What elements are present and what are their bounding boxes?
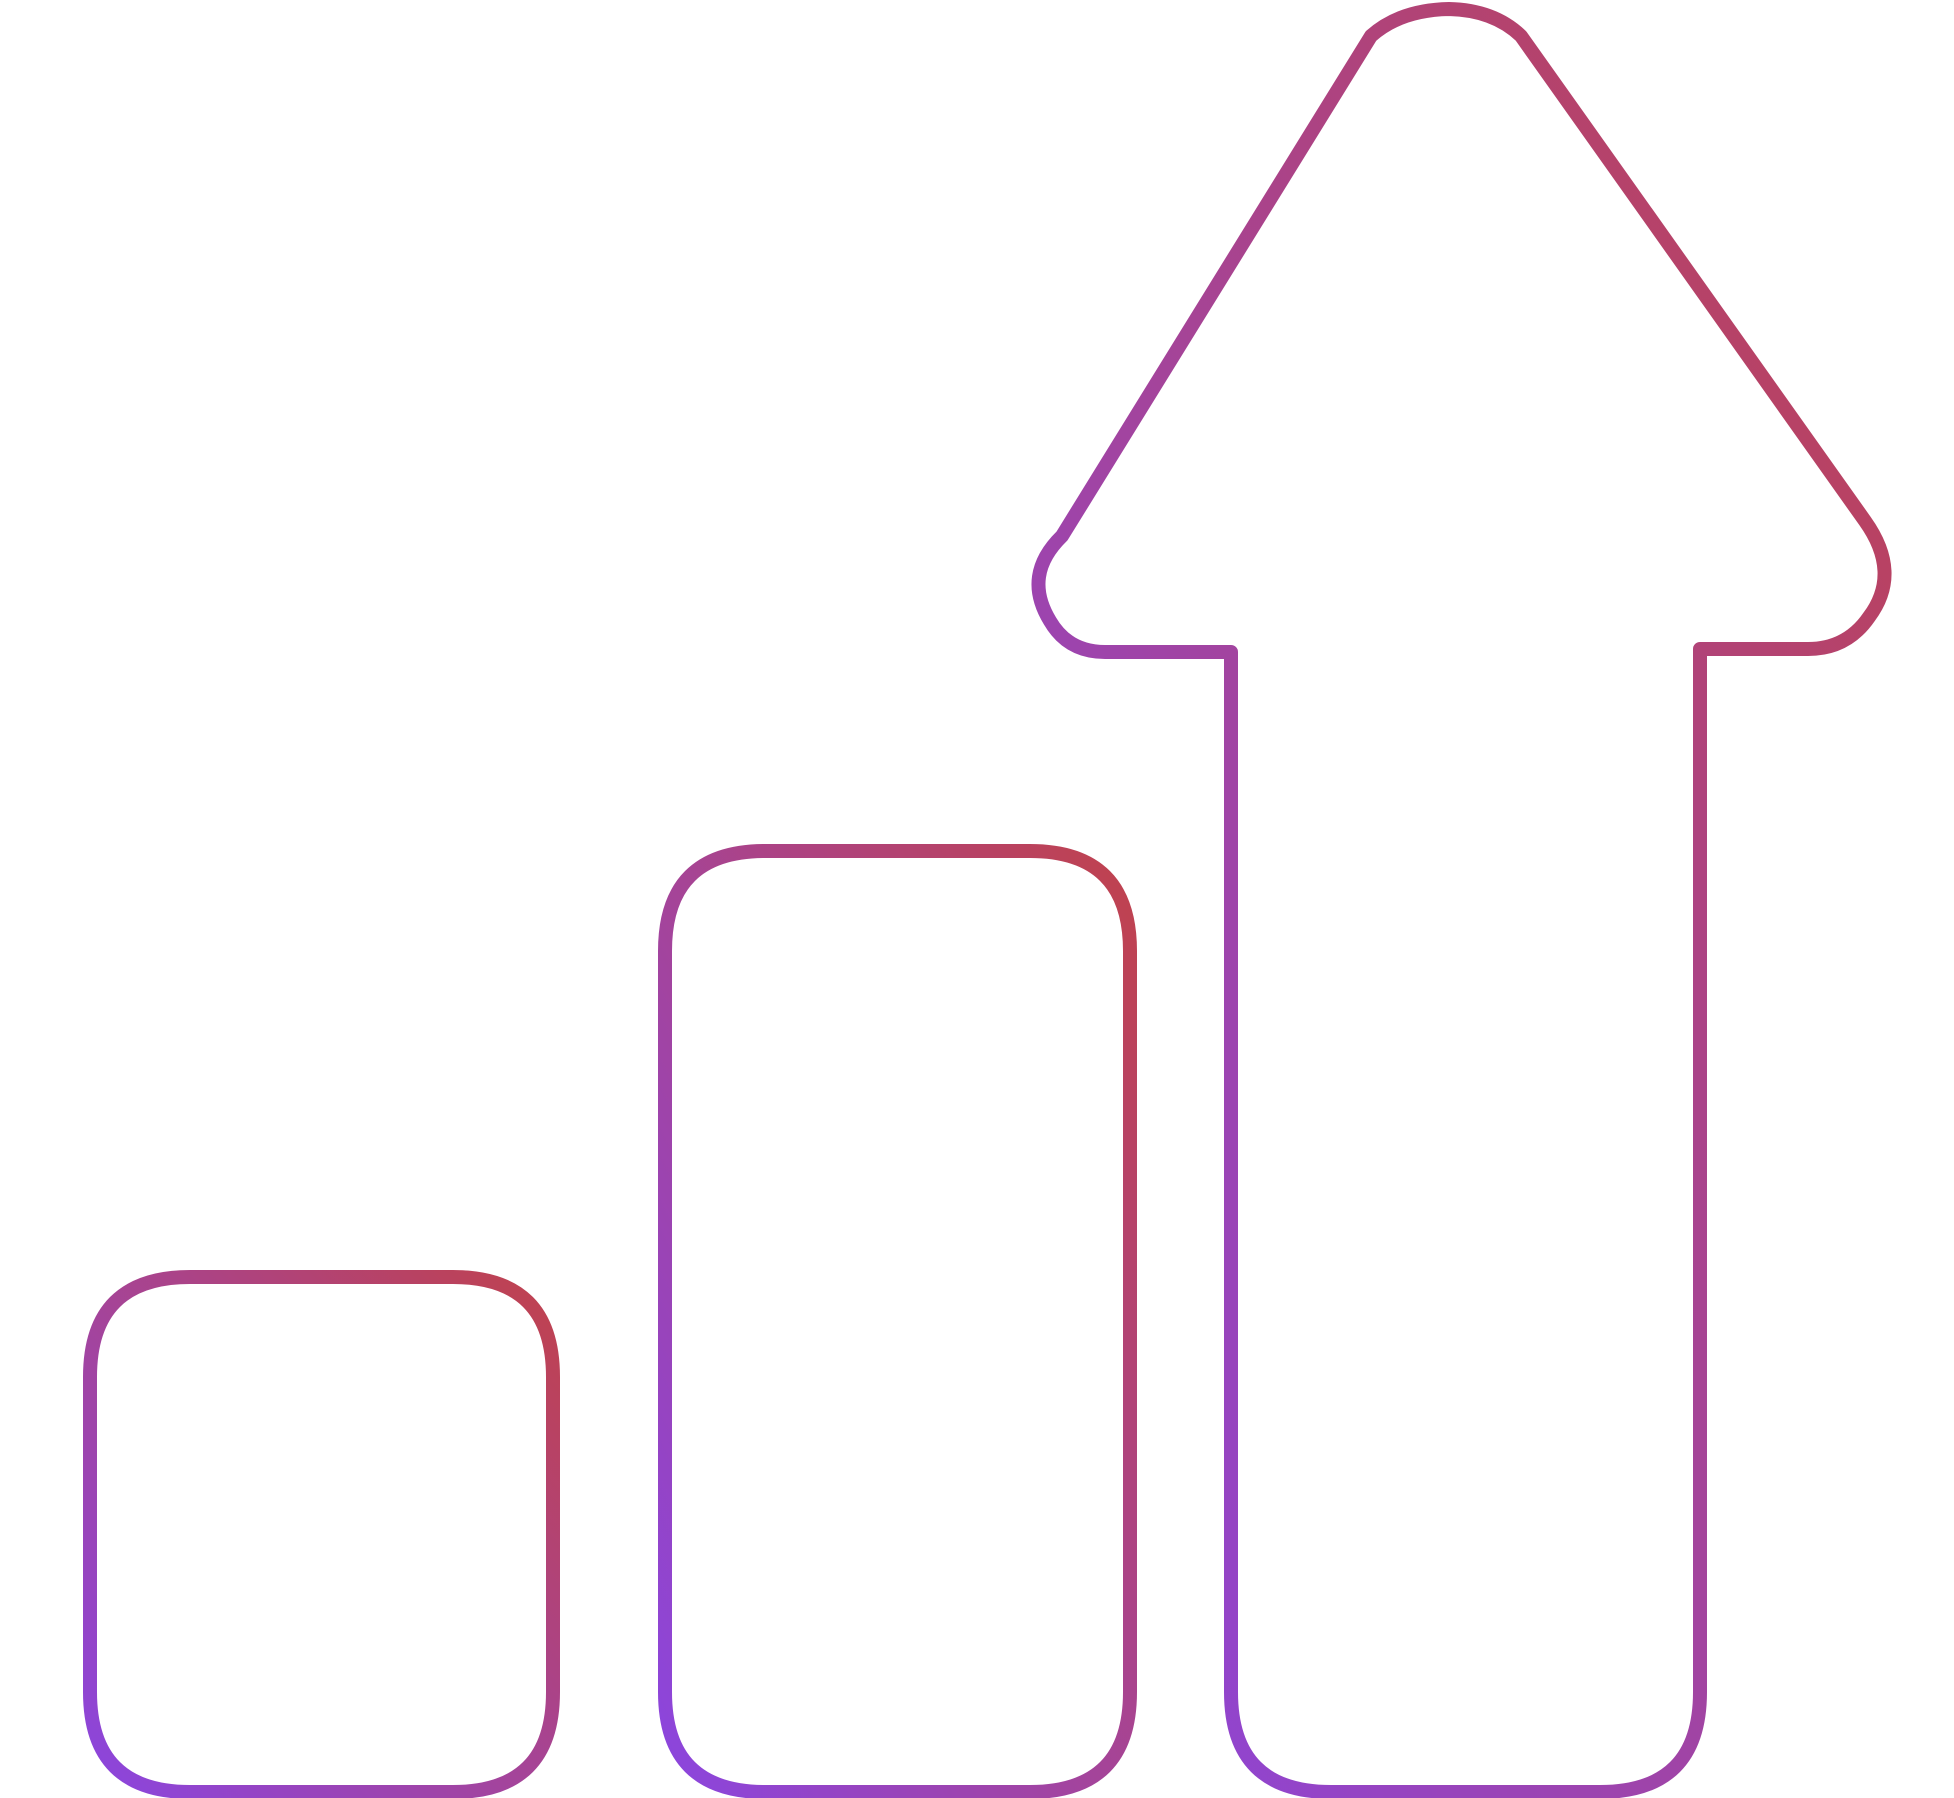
up-arrow-icon [1031,2,1892,1798]
medium-bar-icon [658,844,1137,1798]
small-bar-icon [83,1270,560,1798]
